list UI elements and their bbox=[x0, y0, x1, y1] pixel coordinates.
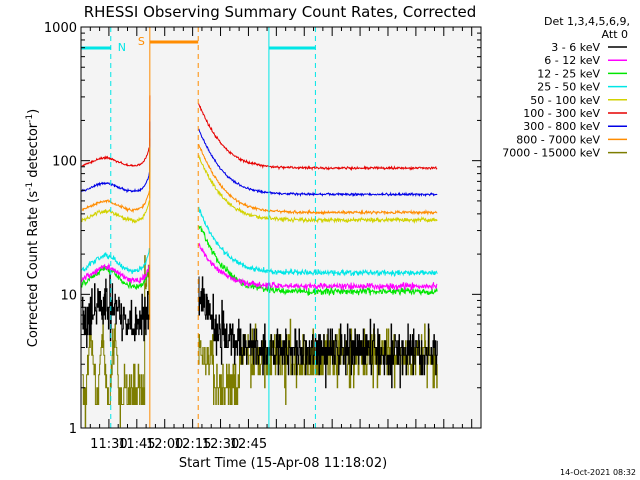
series-line-8-post-gap bbox=[198, 144, 438, 216]
series-line-5-post-gap bbox=[198, 154, 438, 224]
legend-header-attenuator: Att 0 bbox=[602, 28, 628, 41]
x-tick-label-0: 11:30 bbox=[90, 437, 127, 452]
y-tick-label-2: 100 bbox=[52, 155, 77, 170]
saa-marker-label: S bbox=[138, 35, 145, 48]
chart-title: RHESSI Observing Summary Count Rates, Co… bbox=[84, 3, 477, 21]
legend-entry-8: 800 - 7000 keV bbox=[516, 133, 600, 146]
series-line-6-pre-gap bbox=[81, 147, 150, 168]
series-line-7-post-gap bbox=[198, 128, 438, 198]
series-line-3-pre-gap bbox=[81, 265, 150, 290]
plot-frame bbox=[80, 26, 482, 429]
series-line-5-pre-gap bbox=[81, 200, 150, 224]
y-tick-label-0: 1 bbox=[69, 422, 77, 437]
legend-entry-4: 25 - 50 keV bbox=[537, 81, 600, 94]
y-tick-label-3: 1000 bbox=[44, 21, 77, 36]
timestamp: 14-Oct-2021 08:32 bbox=[560, 468, 636, 477]
x-axis-label: Start Time (15-Apr-08 11:18:02) bbox=[179, 456, 387, 471]
x-tick-label-2: 12:00 bbox=[146, 437, 183, 452]
y-axis-label-end: ) bbox=[26, 109, 41, 114]
series-line-1-post-gap bbox=[198, 276, 438, 389]
legend-entry-9: 7000 - 15000 keV bbox=[502, 147, 600, 160]
x-tick-label-3: 12:15 bbox=[174, 437, 211, 452]
night-marker-label: N bbox=[118, 41, 126, 54]
legend-entry-6: 100 - 300 keV bbox=[523, 107, 600, 120]
x-tick-label-1: 11:45 bbox=[118, 437, 155, 452]
legend-entry-7: 300 - 800 keV bbox=[523, 120, 600, 133]
x-tick-label-5: 12:45 bbox=[230, 437, 267, 452]
legend-entry-1: 3 - 6 keV bbox=[551, 41, 600, 54]
legend-header-detectors: Det 1,3,4,5,6,9, bbox=[544, 15, 630, 28]
legend-entry-2: 6 - 12 keV bbox=[544, 54, 600, 67]
series-line-8-pre-gap bbox=[81, 190, 150, 214]
series-line-2-post-gap bbox=[198, 242, 438, 291]
y-axis-label: Corrected Count Rate (s-1 detector-1) bbox=[25, 109, 41, 347]
x-tick-label-4: 12:30 bbox=[202, 437, 239, 452]
series-line-2-pre-gap bbox=[81, 262, 150, 285]
series-line-6-post-gap bbox=[198, 103, 438, 172]
series-line-1-pre-gap bbox=[81, 274, 150, 348]
y-axis-label-main: Corrected Count Rate (s bbox=[26, 191, 41, 348]
y-axis: 1 10 100 1000 bbox=[44, 21, 481, 437]
y-axis-label-sup2: -1 bbox=[25, 114, 35, 123]
y-axis-label-sup1: -1 bbox=[25, 182, 35, 191]
y-tick-label-1: 10 bbox=[60, 288, 77, 303]
y-axis-label-mid: detector bbox=[26, 122, 41, 182]
legend-entry-5: 50 - 100 keV bbox=[530, 94, 600, 107]
series-line-4-post-gap bbox=[198, 206, 438, 277]
series-line-7-pre-gap bbox=[81, 172, 150, 194]
series-line-9-pre-gap bbox=[81, 255, 150, 428]
series-line-4-pre-gap bbox=[81, 248, 150, 275]
legend-entry-3: 12 - 25 keV bbox=[537, 67, 600, 80]
